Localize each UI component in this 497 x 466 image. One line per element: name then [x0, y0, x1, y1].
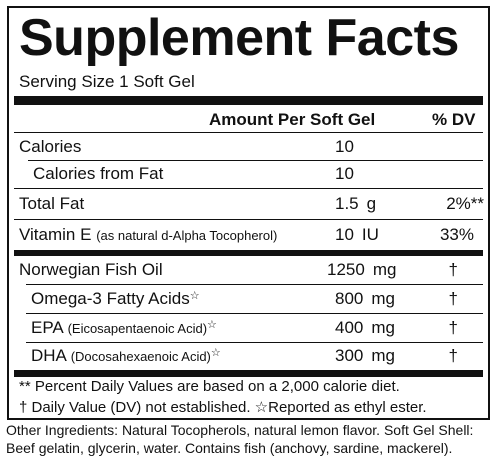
- rule: [14, 132, 483, 133]
- nutrient-name: Calories from Fat: [33, 164, 164, 183]
- daily-value: †: [448, 260, 458, 279]
- amount: 300 mg: [335, 346, 395, 366]
- daily-value: †: [448, 346, 458, 365]
- row-label: DHA (Docosahexaenoic Acid)☆: [31, 346, 221, 366]
- nutrient-name: Total Fat: [19, 193, 85, 213]
- footnote-mark: ☆: [207, 318, 217, 331]
- row-label: Vitamin E (as natural d-Alpha Tocopherol…: [19, 225, 277, 245]
- title: Supplement Facts: [19, 9, 459, 67]
- footnote-mark: ☆: [189, 289, 200, 302]
- amount-value: 300: [335, 346, 364, 365]
- nutrient-name: EPA: [31, 317, 63, 337]
- nutrient-name: Norwegian Fish Oil: [19, 260, 163, 279]
- amount-value: 400: [335, 317, 364, 337]
- amount-unit: mg: [371, 346, 395, 365]
- amount: 400 mg: [335, 318, 395, 338]
- rule: [26, 342, 483, 343]
- amount-value: 800: [335, 288, 364, 308]
- amount-value: 10: [335, 224, 354, 244]
- nutrient-name: Omega-3 Fatty Acids: [31, 288, 190, 308]
- amount-unit: mg: [372, 260, 397, 279]
- thick-rule: [14, 96, 483, 105]
- thick-rule: [14, 370, 483, 377]
- rule: [14, 219, 483, 220]
- thick-rule: [14, 250, 483, 256]
- rule: [14, 188, 483, 189]
- facts-panel: Supplement Facts Serving Size 1 Soft Gel…: [7, 6, 490, 420]
- row-label: Total Fat: [19, 194, 84, 214]
- row-label: EPA (Eicosapentaenoic Acid)☆: [31, 318, 217, 338]
- daily-value: †: [448, 288, 458, 308]
- rule: [26, 284, 483, 285]
- row-label: Calories from Fat: [33, 164, 163, 184]
- amount-unit: g: [366, 193, 377, 213]
- nutrient-name: Vitamin E: [19, 224, 92, 244]
- daily-value: †: [448, 317, 458, 337]
- daily-value: 2%**: [446, 193, 484, 213]
- row-label: Calories: [19, 137, 81, 157]
- footnote: † Daily Value (DV) not established. ☆Rep…: [19, 399, 427, 416]
- serving-size: Serving Size 1 Soft Gel: [19, 72, 195, 91]
- row-label: Norwegian Fish Oil: [19, 260, 163, 280]
- nutrient-name: DHA: [31, 346, 66, 365]
- amount-value: 1250: [327, 260, 365, 279]
- amount-unit: mg: [371, 317, 395, 337]
- amount-unit: mg: [371, 288, 395, 308]
- nutrient-note: (Docosahexaenoic Acid): [70, 349, 211, 364]
- daily-value: 33%: [439, 224, 474, 244]
- amount-value: 10: [335, 137, 354, 156]
- rule: [28, 160, 483, 161]
- nutrient-note: (as natural d-Alpha Tocopherol): [96, 227, 278, 243]
- other-ingredients: Other Ingredients: Natural Tocopherols, …: [6, 422, 474, 456]
- row-label: Omega-3 Fatty Acids☆: [31, 289, 200, 309]
- amount: 1250 mg: [327, 260, 396, 280]
- rule: [26, 313, 483, 314]
- amount: 800 mg: [335, 289, 395, 309]
- nutrient-note: (Eicosapentaenoic Acid): [67, 320, 208, 336]
- footnote: ** Percent Daily Values are based on a 2…: [19, 378, 400, 395]
- footnote-mark: ☆: [210, 347, 221, 359]
- column-header: % DV: [432, 110, 476, 129]
- amount-value: 1.5: [335, 193, 359, 213]
- amount-unit: IU: [361, 224, 379, 244]
- nutrient-name: Calories: [19, 137, 82, 156]
- amount: 1.5 g: [335, 194, 376, 214]
- amount: 10 IU: [335, 225, 379, 245]
- amount: 10: [335, 137, 354, 157]
- column-header: Amount Per Soft Gel: [209, 110, 376, 129]
- amount: 10: [335, 164, 354, 184]
- amount-value: 10: [335, 164, 354, 183]
